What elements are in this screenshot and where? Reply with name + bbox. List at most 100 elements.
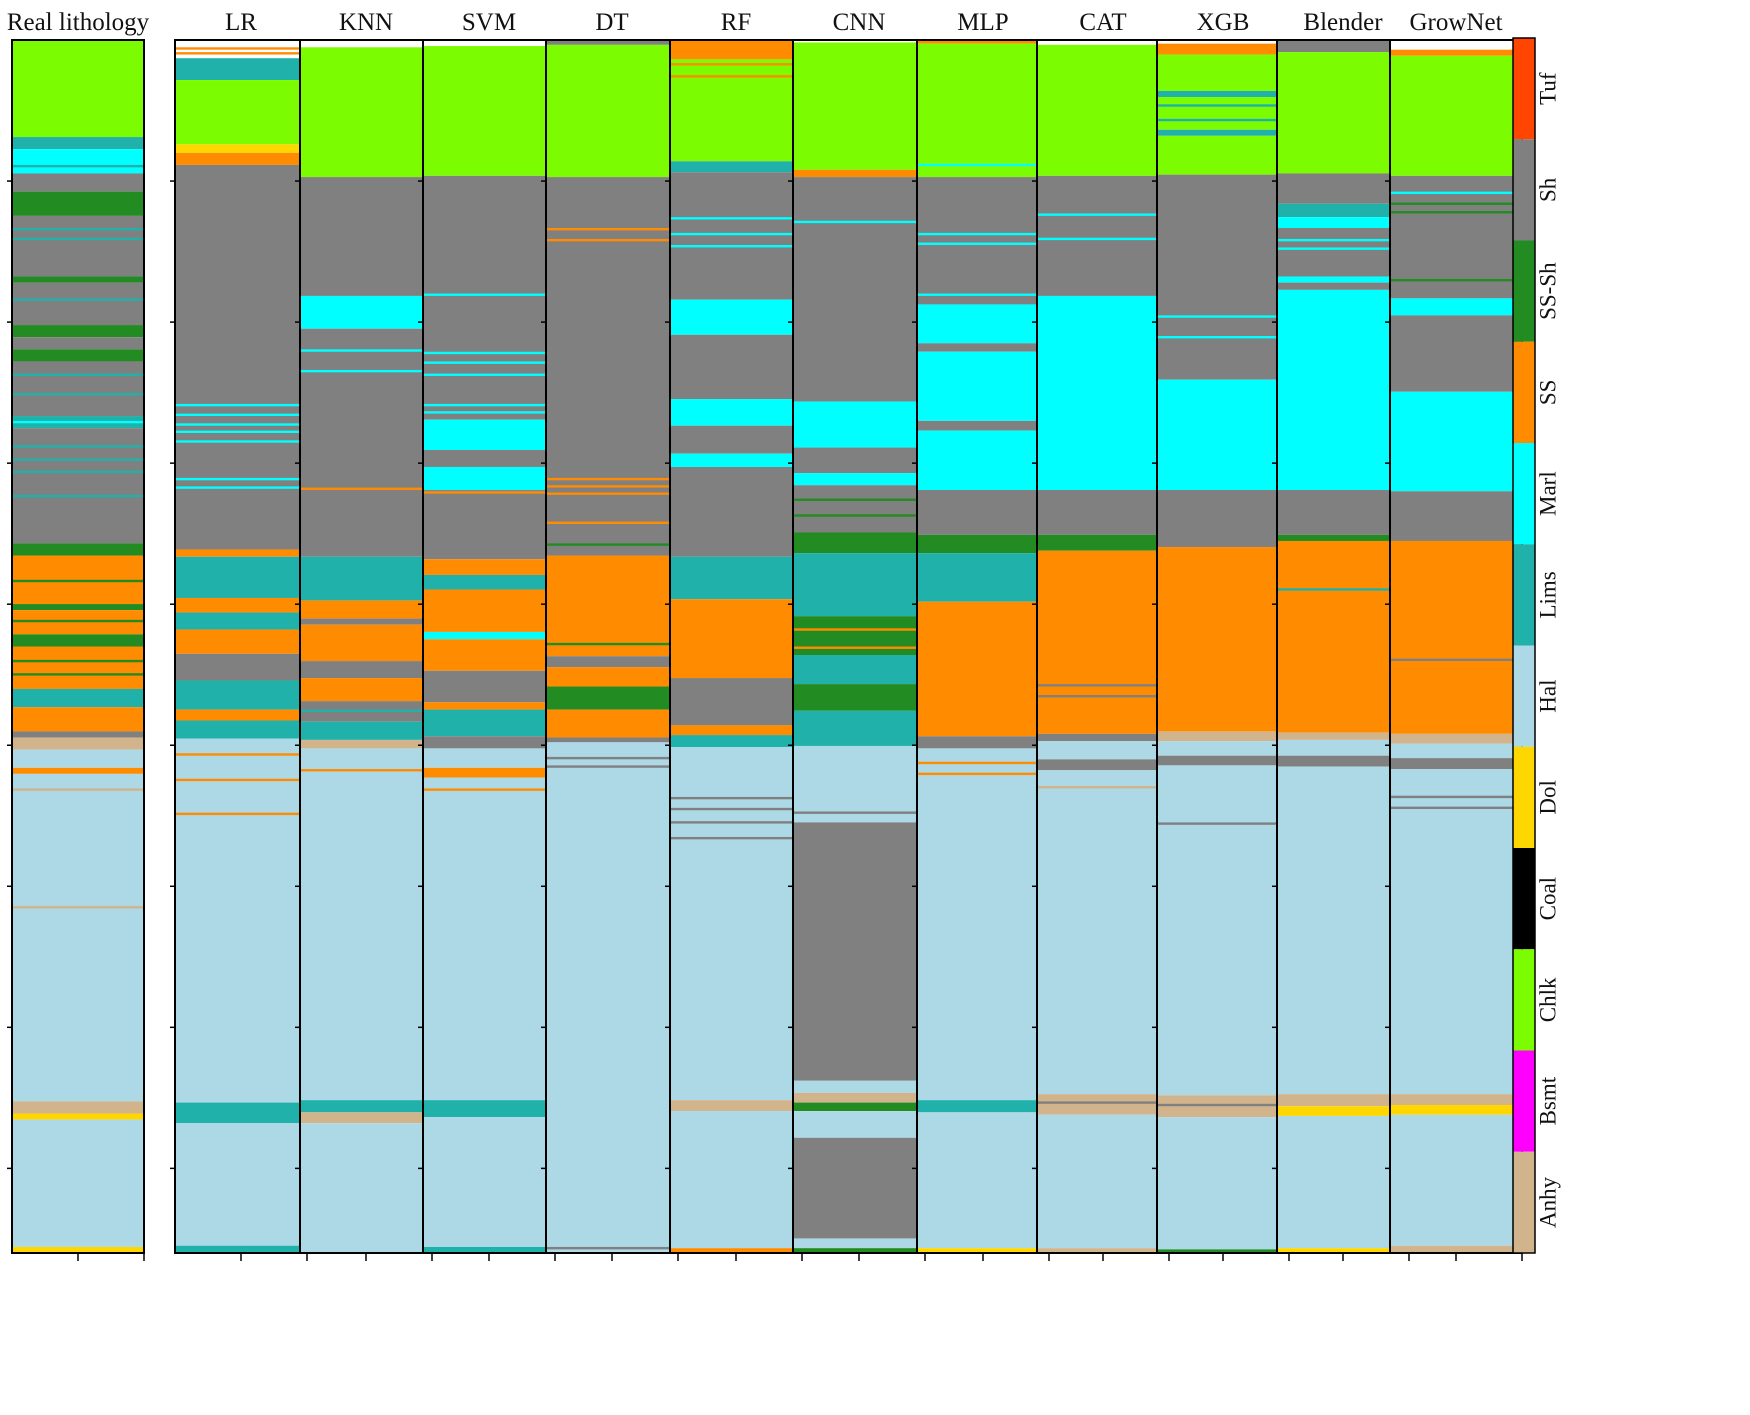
lithology-interval <box>175 597 307 613</box>
lithology-thin-layer <box>1277 588 1409 591</box>
lithology-interval <box>423 449 555 467</box>
legend-swatch <box>1513 139 1535 241</box>
lithology-thin-layer <box>12 788 144 791</box>
lithology-interval <box>175 152 307 165</box>
lithology-interval <box>423 1246 555 1253</box>
lithology-interval <box>12 1113 144 1120</box>
lithology-interval <box>423 574 555 590</box>
lithology-thin-layer <box>793 498 925 501</box>
lithology-interval <box>917 304 1049 344</box>
lithology-interval <box>1037 1094 1169 1115</box>
lithology-thin-layer <box>175 477 307 481</box>
legend-swatch <box>1513 240 1535 342</box>
lithology-interval <box>423 1117 555 1247</box>
lithology-interval <box>670 172 802 300</box>
lithology-thin-layer <box>793 811 925 814</box>
lithology-interval <box>1277 1248 1409 1253</box>
lithology-interval <box>670 299 802 335</box>
lithology-interval <box>1390 175 1522 299</box>
lithology-interval <box>670 678 802 726</box>
lithology-thin-layer <box>1390 795 1522 799</box>
lithology-interval <box>1277 52 1409 174</box>
lithology-interval <box>423 490 555 560</box>
lithology-thin-layer <box>546 765 678 768</box>
track-title: LR <box>225 9 257 36</box>
lithology-interval <box>175 629 307 654</box>
legend-label: Anhy <box>1535 1176 1560 1228</box>
lithology-interval <box>300 1112 432 1124</box>
lithology-thin-layer <box>793 628 925 631</box>
lithology-interval <box>793 745 925 823</box>
lithology-interval <box>12 361 144 417</box>
track-cat: CAT <box>1032 9 1170 1261</box>
lithology-thin-layer <box>1390 333 1522 336</box>
lithology-interval <box>12 749 144 768</box>
lithology-interval <box>423 670 555 703</box>
lithology-interval <box>670 161 802 173</box>
legend-label: Chlk <box>1535 977 1560 1022</box>
lithology-thin-layer <box>670 836 802 840</box>
lithology-interval <box>1157 1117 1289 1250</box>
lithology-thin-layer <box>670 75 802 78</box>
legend-label: Dol <box>1535 780 1560 815</box>
lithology-interval <box>1157 54 1289 91</box>
lithology-thin-layer <box>12 420 144 424</box>
lithology-interval <box>12 137 144 150</box>
lithology-interval <box>1037 733 1169 742</box>
lithology-interval <box>1390 1114 1522 1246</box>
lithology-interval <box>546 40 678 45</box>
lithology-thin-layer <box>546 238 678 242</box>
lithology-interval <box>1157 379 1289 491</box>
lithology-interval <box>1277 282 1409 290</box>
lithology-thin-layer <box>1037 695 1169 698</box>
lithology-thin-layer <box>1390 658 1522 662</box>
lithology-thin-layer <box>793 220 925 224</box>
legend-label: Lims <box>1535 571 1560 618</box>
lithology-thin-layer <box>12 1107 144 1110</box>
lithology-interval <box>175 556 307 598</box>
lithology-thin-layer <box>670 232 802 236</box>
lithology-interval <box>1277 534 1409 541</box>
lithology-interval <box>1277 732 1409 740</box>
lithology-thin-layer <box>12 157 144 161</box>
lithology-thin-layer <box>670 821 802 824</box>
lithology-thin-layer <box>546 642 678 646</box>
lithology-thin-layer <box>1390 806 1522 810</box>
lithology-interval <box>546 656 678 668</box>
legend-label: SS-Sh <box>1535 262 1560 320</box>
lithology-thin-layer <box>1037 237 1169 241</box>
lithology-interval <box>175 80 307 145</box>
lithology-thin-layer <box>917 761 1049 765</box>
lithology-interval <box>423 631 555 640</box>
lithology-interval <box>300 600 432 619</box>
lithology-thin-layer <box>12 579 144 583</box>
track-rf: RF <box>665 9 803 1261</box>
lithology-thin-layer <box>1157 104 1289 107</box>
lithology-interval <box>1037 770 1169 1095</box>
lithology-interval <box>12 1101 144 1114</box>
lithology-interval <box>12 215 144 277</box>
lithology-interval <box>546 709 678 738</box>
lithology-interval <box>1390 298 1522 316</box>
lithology-interval <box>917 177 1049 305</box>
lithology-thin-layer <box>546 521 678 524</box>
lithology-thin-layer <box>1277 247 1409 250</box>
lithology-interval <box>12 276 144 283</box>
lithology-thin-layer <box>917 163 1049 167</box>
lithology-interval <box>1037 490 1169 535</box>
lithology-interval <box>1277 173 1409 204</box>
lithology-interval <box>423 466 555 491</box>
lithology-interval <box>1157 43 1289 55</box>
lithology-interval <box>423 702 555 710</box>
lithology-thin-layer <box>12 393 144 396</box>
lithology-thin-layer <box>175 413 307 417</box>
lithology-thin-layer <box>1157 118 1289 122</box>
lithology-interval <box>1037 1114 1169 1249</box>
lithology-interval <box>1390 758 1522 770</box>
lithology-thin-layer <box>12 237 144 241</box>
track-title: SVM <box>462 9 516 36</box>
lithology-interval <box>1390 1245 1522 1253</box>
track-mlp: MLP <box>912 9 1050 1261</box>
lithology-interval <box>423 559 555 575</box>
lithology-interval <box>917 351 1049 421</box>
